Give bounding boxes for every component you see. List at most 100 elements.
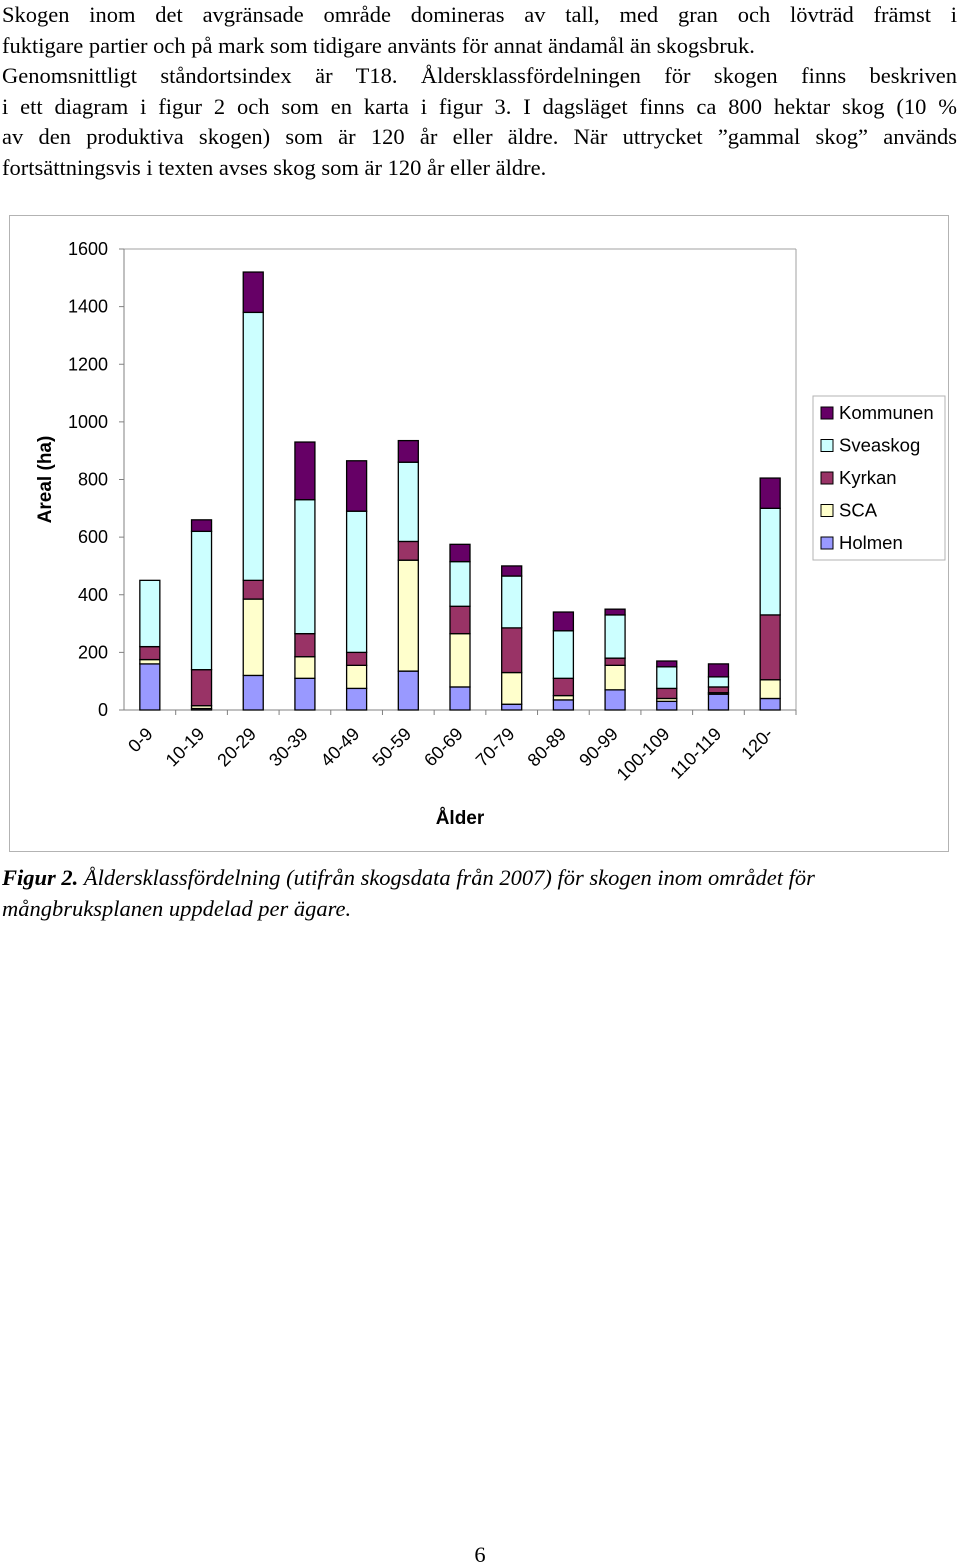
bar-segment-holmen bbox=[139, 663, 161, 711]
bar-segment-kommunen bbox=[707, 663, 730, 678]
bar-segment-holmen bbox=[759, 697, 781, 711]
bar-segment-sca bbox=[449, 632, 471, 688]
bar-segment-kommunen bbox=[294, 441, 316, 501]
x-tick-label: 90-99 bbox=[575, 724, 622, 771]
legend-label: Holmen bbox=[839, 532, 903, 553]
y-tick-label: 200 bbox=[78, 642, 108, 662]
bar-segment-sveaskog bbox=[190, 530, 213, 671]
caption-text-line-1: Åldersklassfördelning (utifrån skogsdata… bbox=[78, 865, 815, 890]
bar-segment-sveaskog bbox=[552, 630, 575, 679]
bar-segment-sca bbox=[501, 671, 523, 705]
bar-segment-holmen bbox=[449, 686, 471, 711]
bar-segment-holmen bbox=[345, 687, 368, 711]
x-axis-title: Ålder bbox=[436, 808, 485, 829]
bar-segment-sveaskog bbox=[397, 461, 419, 543]
bar-segment-holmen bbox=[604, 689, 626, 711]
y-tick-label: 0 bbox=[98, 700, 108, 720]
page-number: 6 bbox=[474, 1542, 486, 1567]
body-line-5: av den produktiva skogen) som är 120 år … bbox=[2, 124, 957, 149]
x-tick-label: 110-119 bbox=[666, 724, 725, 783]
x-tick-label: 40-49 bbox=[317, 724, 364, 771]
y-tick-label: 1000 bbox=[68, 412, 108, 432]
bar-segment-holmen bbox=[294, 677, 316, 711]
x-tick-label: 60-69 bbox=[420, 724, 467, 771]
bar-segment-holmen bbox=[397, 670, 419, 711]
y-tick-label: 1200 bbox=[68, 354, 108, 374]
bar-segment-kommunen bbox=[552, 611, 575, 632]
bar-segment-sca bbox=[294, 656, 316, 679]
legend-swatch-kommunen bbox=[820, 406, 834, 420]
x-tick-label: 100-109 bbox=[613, 724, 674, 785]
bar-segment-sveaskog bbox=[242, 311, 264, 581]
bar-segment-kyrkan bbox=[449, 605, 471, 635]
bar-segment-kommunen bbox=[604, 608, 626, 616]
bar-segment-kyrkan bbox=[759, 614, 781, 681]
legend-swatch-sveaskog bbox=[820, 439, 834, 452]
bar-segment-kyrkan bbox=[656, 687, 678, 700]
bar-segment-sca bbox=[397, 559, 419, 672]
bar-segment-kyrkan bbox=[552, 677, 575, 697]
caption-text-line-2: mångbruksplanen uppdelad per ägare. bbox=[2, 896, 352, 921]
stacked-bar-chart: 0 200 400 600 800 1000 1200 1400 1600 Areal (ha) 0… bbox=[35, 239, 946, 829]
body-line-1: Skogen inom det avgränsade område domine… bbox=[2, 2, 957, 27]
bar-segment-holmen bbox=[501, 703, 523, 711]
bar-segment-sveaskog bbox=[604, 614, 626, 659]
bar-segment-kyrkan bbox=[242, 579, 264, 600]
bar-segment-sveaskog bbox=[656, 666, 678, 690]
chart-frame: 0 200 400 600 800 1000 1200 1400 1600 Areal (ha) 0… bbox=[9, 215, 949, 852]
x-tick-label: 50-59 bbox=[368, 724, 415, 771]
bar-segment-sca bbox=[242, 598, 264, 677]
figure-caption: Figur 2. Åldersklassfördelning (utifrån … bbox=[2, 862, 957, 924]
bar-segment-sveaskog bbox=[294, 499, 316, 635]
bar-segment-sveaskog bbox=[449, 560, 471, 607]
body-line-3: Genomsnittligt ståndortsindex är T18. Ål… bbox=[2, 63, 957, 88]
bar-segment-sveaskog bbox=[345, 510, 368, 654]
x-tick-label: 70-79 bbox=[472, 724, 519, 771]
bar-segment-kyrkan bbox=[397, 540, 419, 561]
legend-swatch-sca bbox=[820, 504, 834, 517]
body-line-2: fuktigare partier och på mark som tidiga… bbox=[2, 32, 755, 58]
bar-segment-sca bbox=[604, 664, 626, 691]
x-tick-label: 80-89 bbox=[524, 724, 571, 771]
bar-segment-kommunen bbox=[759, 477, 781, 509]
bar-segment-sveaskog bbox=[759, 507, 781, 616]
body-paragraph: Skogen inom det avgränsade område domine… bbox=[2, 0, 957, 183]
y-tick-label: 600 bbox=[78, 527, 108, 547]
x-tick-label: 120- bbox=[737, 724, 777, 764]
bar-segment-holmen bbox=[552, 699, 575, 711]
bar-segment-sca bbox=[759, 679, 781, 700]
x-tick-label: 20-29 bbox=[213, 724, 260, 771]
bar-segment-kyrkan bbox=[604, 657, 626, 666]
bar-segment-sca bbox=[345, 664, 368, 690]
legend-label: Sveaskog bbox=[839, 435, 920, 456]
bar-segment-kyrkan bbox=[345, 651, 368, 666]
body-line-4: i ett diagram i figur 2 och som en karta… bbox=[2, 93, 957, 119]
bar-segment-kyrkan bbox=[139, 645, 161, 661]
bar-segment-holmen bbox=[656, 700, 678, 711]
y-tick-label: 400 bbox=[78, 585, 108, 605]
body-line-6: fortsättningsvis i texten avses skog som… bbox=[2, 154, 547, 180]
legend-swatch-holmen bbox=[820, 536, 834, 550]
legend-box bbox=[812, 395, 946, 561]
bar-segment-sveaskog bbox=[707, 676, 730, 688]
y-axis-title: Areal (ha) bbox=[35, 436, 56, 524]
bar-segment-kyrkan bbox=[501, 627, 523, 674]
bar-segment-holmen bbox=[707, 693, 730, 711]
bar-segment-kommunen bbox=[501, 565, 523, 577]
bar-segment-holmen bbox=[242, 674, 264, 711]
x-tick-label: 10-19 bbox=[162, 724, 209, 771]
y-tick-label: 800 bbox=[78, 470, 108, 490]
bar-segment-kyrkan bbox=[294, 632, 316, 658]
y-tick-label: 1400 bbox=[68, 297, 108, 317]
bar-segment-sveaskog bbox=[139, 579, 161, 648]
bar-segment-kommunen bbox=[345, 460, 368, 512]
bar-segment-kommunen bbox=[242, 271, 264, 314]
y-tick-label: 1600 bbox=[68, 239, 108, 259]
bar-segment-sveaskog bbox=[501, 575, 523, 629]
caption-label: Figur 2. bbox=[2, 865, 79, 890]
legend-swatch-kyrkan bbox=[820, 471, 834, 485]
legend-label: Kommunen bbox=[839, 402, 934, 423]
x-tick-label: 30-39 bbox=[265, 724, 312, 771]
bar-segment-kommunen bbox=[397, 439, 419, 463]
bar-segment-kyrkan bbox=[707, 686, 730, 694]
